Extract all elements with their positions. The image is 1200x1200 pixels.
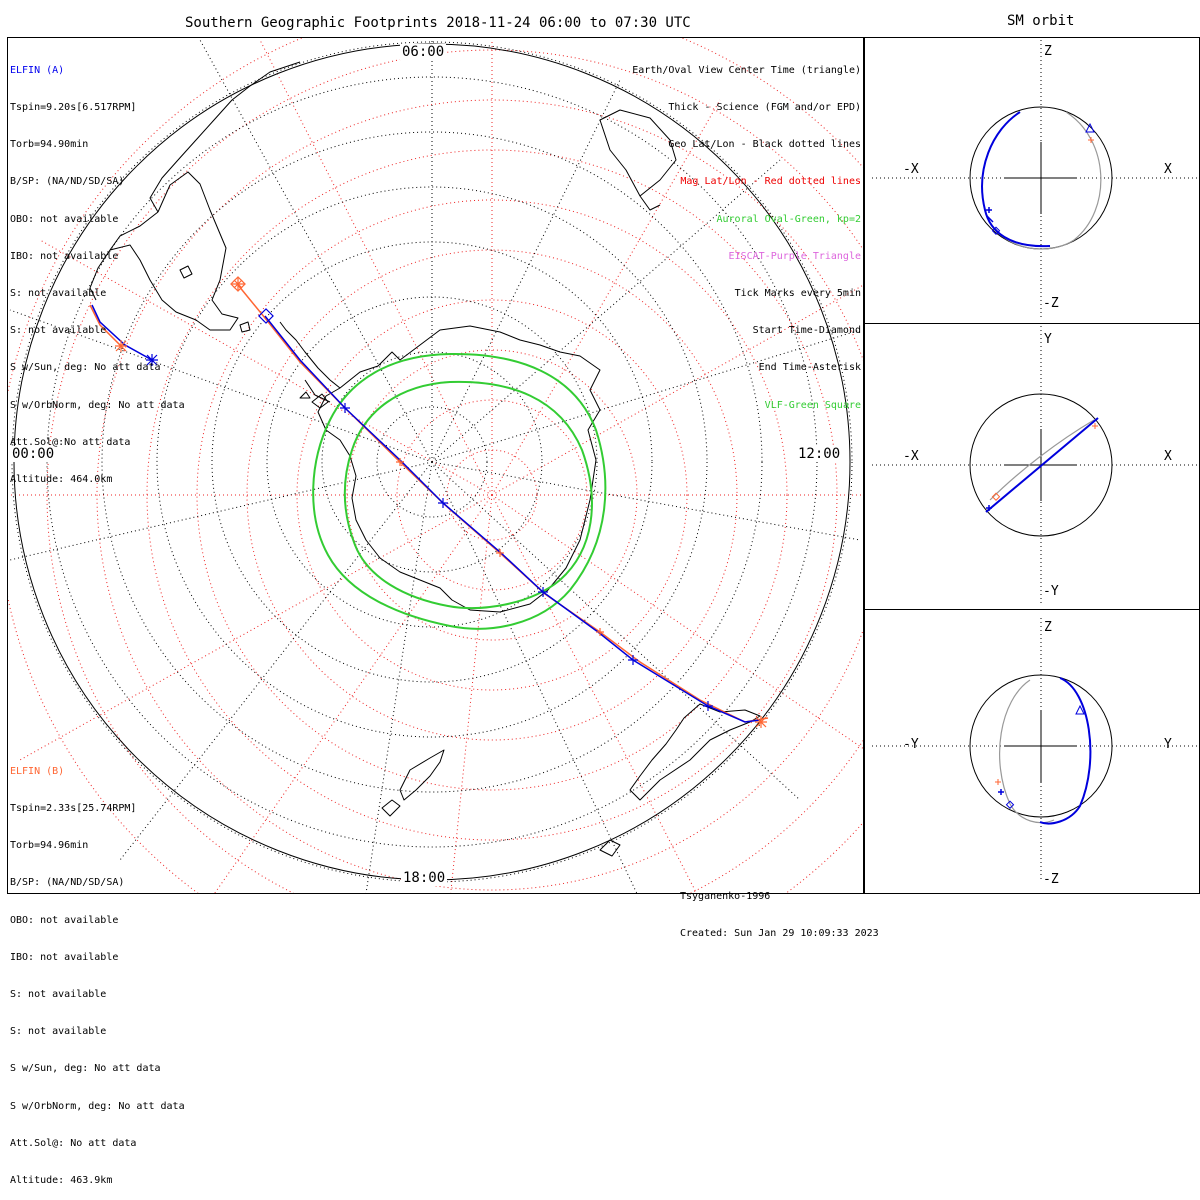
elfin-b-line: S w/OrbNorm, deg: No att data	[10, 1100, 185, 1112]
elfin-a-info: ELFIN (A) Tspin=9.20s[6.517RPM] Torb=94.…	[10, 40, 185, 499]
orbit2-bottom-axis: -Y	[1043, 584, 1059, 599]
legend-item: Geo Lat/Lon - Black dotted lines	[668, 139, 861, 151]
track-markers	[115, 276, 767, 728]
elfin-b-line: OBO: not available	[10, 914, 119, 926]
orbit3-left-axis: -Y	[903, 737, 919, 752]
time-label-left: 00:00	[10, 446, 57, 462]
elfin-a-line: S w/OrbNorm, deg: No att data	[10, 399, 185, 411]
mag-grid	[8, 38, 863, 893]
legend-item: Auroral Oval-Green, kp=2	[716, 213, 862, 225]
legend-item: Tick Marks every 5min	[734, 288, 861, 300]
map-footer: Tsyganenko-1996 Created: Sun Jan 29 10:0…	[680, 866, 879, 953]
map-legend: Earth/Oval View Center Time (triangle) T…	[632, 40, 861, 424]
legend-item: Thick - Science (FGM and/or EPD)	[668, 102, 861, 114]
footprint-map-frame	[7, 37, 864, 894]
elfin-a-end-asterisk	[146, 354, 158, 366]
time-label-top: 06:00	[400, 44, 447, 60]
elfin-a-line: Att.Sol@:No att data	[10, 436, 131, 448]
orbit1-top-axis: Z	[1044, 44, 1052, 59]
legend-item: Earth/Oval View Center Time (triangle)	[632, 64, 861, 76]
elfin-a-line: S w/Sun, deg: No att data	[10, 362, 161, 374]
elfin-b-start-marker	[232, 278, 244, 290]
page-title: Southern Geographic Footprints 2018-11-2…	[185, 15, 691, 31]
orbit2-top-axis: Y	[1044, 332, 1052, 347]
elfin-b-info: ELFIN (B) Tspin=2.33s[25.74RPM] Torb=94.…	[10, 741, 185, 1200]
elfin-b-line: S: not available	[10, 989, 107, 1001]
created-label: Created: Sun Jan 29 10:09:33 2023	[680, 928, 879, 940]
geo-grid	[9, 39, 861, 893]
legend-item: VLF-Green Square	[764, 399, 861, 411]
legend-item: Mag Lat/Lon - Red dotted lines	[680, 176, 861, 188]
elfin-a-line: OBO: not available	[10, 213, 119, 225]
elfin-a-line: Altitude: 464.0km	[10, 474, 113, 486]
orbit3-right-axis: Y	[1164, 737, 1172, 752]
elfin-a-line: Tspin=9.20s[6.517RPM]	[10, 102, 137, 114]
elfin-a-line: Torb=94.90min	[10, 139, 89, 151]
elfin-a-track	[91, 304, 761, 723]
time-label-bottom: 18:00	[401, 870, 448, 886]
orbit2-left-axis: -X	[903, 449, 919, 464]
elfin-b-line: B/SP: (NA/ND/SD/SA)	[10, 877, 125, 889]
elfin-a-line: S: not available	[10, 288, 107, 300]
elfin-a-line: B/SP: (NA/ND/SD/SA)	[10, 176, 125, 188]
elfin-a-line: IBO: not available	[10, 250, 119, 262]
sm-orbit-xy	[872, 326, 1200, 606]
legend-item: Start Time-Diamond	[752, 325, 861, 337]
elfin-b-end-asterisk	[115, 340, 127, 352]
elfin-a-line: S: not available	[10, 325, 107, 337]
elfin-b-line: S: not available	[10, 1026, 107, 1038]
orbit2-right-axis: X	[1164, 449, 1172, 464]
elfin-a-name: ELFIN (A)	[10, 64, 65, 76]
elfin-b-line: IBO: not available	[10, 951, 119, 963]
time-label-right: 12:00	[796, 446, 843, 462]
orbit-panel-title: SM orbit	[1007, 13, 1075, 29]
model-label: Tsyganenko-1996	[680, 890, 771, 902]
legend-item: EISCAT-Purple Triangle	[728, 250, 861, 262]
elfin-b-line: Altitude: 463.9km	[10, 1175, 113, 1187]
elfin-b-name: ELFIN (B)	[10, 765, 65, 777]
orbit3-top-axis: Z	[1044, 620, 1052, 635]
orbit3-bottom-axis: -Z	[1043, 872, 1059, 887]
auroral-oval	[312, 352, 607, 630]
elfin-b-line: Att.Sol@: No att data	[10, 1137, 137, 1149]
legend-item: End Time-Asterisk	[758, 362, 861, 374]
elfin-a-start-diamond	[258, 308, 274, 324]
orbit1-left-axis: -X	[903, 162, 919, 177]
orbit1-right-axis: X	[1164, 162, 1172, 177]
orbit1-bottom-axis: -Z	[1043, 296, 1059, 311]
elfin-b-line: Torb=94.96min	[10, 840, 89, 852]
elfin-b-line: S w/Sun, deg: No att data	[10, 1063, 161, 1075]
sm-orbit-yz	[872, 618, 1200, 880]
sm-orbit-xz	[872, 40, 1200, 320]
elfin-b-line: Tspin=2.33s[25.74RPM]	[10, 803, 137, 815]
